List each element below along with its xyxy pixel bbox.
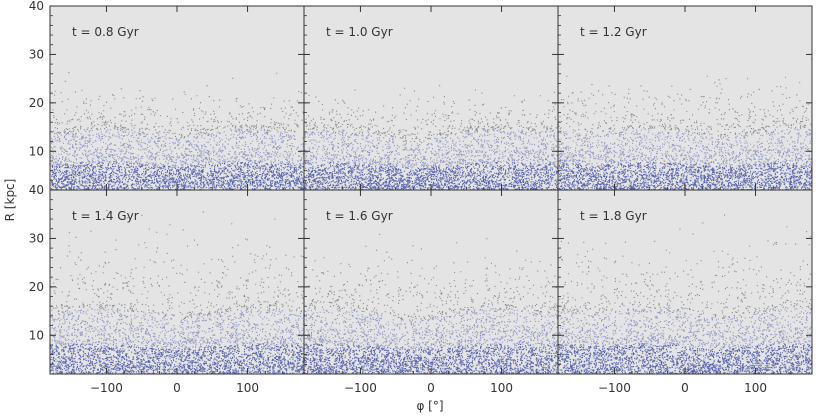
panel-background	[304, 6, 558, 190]
outer-disc-points	[304, 308, 558, 351]
panel-label: t = 1.4 Gyr	[72, 209, 139, 223]
panel-label: t = 1.6 Gyr	[326, 209, 393, 223]
x-tick-label: 100	[744, 381, 767, 395]
panels-grid: t = 0.8 Gyr t = 1.0 Gyr t = 1.2 Gyr t = 1.4…	[49, 5, 813, 375]
particle-points	[304, 85, 558, 190]
x-tick-label: −100	[90, 381, 123, 395]
y-tick-label: 20	[29, 280, 44, 294]
panel-background	[50, 6, 304, 190]
y-tick-label: 40	[29, 183, 44, 197]
outer-disc-points	[558, 129, 812, 168]
x-tick-label: 0	[427, 381, 435, 395]
panel-2: t = 1.0 Gyr	[303, 5, 559, 191]
dense-disc-points	[304, 162, 558, 190]
panel-label: t = 1.0 Gyr	[326, 25, 393, 39]
dense-disc-points	[50, 343, 304, 374]
y-tick-label: 30	[29, 231, 44, 245]
x-tick-label: 100	[236, 381, 259, 395]
panel-6: t = 1.8 Gyr	[557, 189, 813, 375]
halo-points	[305, 85, 558, 143]
dense-disc-points	[558, 343, 812, 374]
y-tick-label: 10	[29, 144, 44, 158]
outer-disc-points	[558, 308, 812, 350]
particle-points	[558, 58, 812, 190]
y-tick-label: 10	[29, 328, 44, 342]
dense-disc-points	[304, 343, 558, 374]
outer-disc-points	[50, 308, 304, 350]
x-axis-label: φ [°]	[416, 399, 443, 413]
x-tick-label: 0	[681, 381, 689, 395]
panel-label: t = 1.8 Gyr	[580, 209, 647, 223]
panel-3: t = 1.2 Gyr	[557, 5, 813, 191]
panel-4: t = 1.4 Gyr	[49, 189, 305, 375]
panel-label: t = 1.2 Gyr	[580, 25, 647, 39]
dense-disc-points	[558, 162, 812, 190]
particle-points	[304, 233, 558, 374]
particle-points	[558, 214, 812, 374]
outer-disc-points	[50, 129, 304, 168]
panel-background	[558, 6, 812, 190]
particle-points	[50, 72, 304, 190]
panel-background	[304, 190, 558, 374]
particle-points	[50, 210, 304, 374]
y-tick-label: 20	[29, 96, 44, 110]
x-tick-label: 0	[173, 381, 181, 395]
axes: 10 20 30 40 10 20 30 40 −100 0 100 −100 0 100 −100 0 100	[29, 0, 767, 395]
x-tick-label: 100	[490, 381, 513, 395]
y-axis-label: R [kpc]	[3, 179, 17, 222]
panel-1: t = 0.8 Gyr	[49, 5, 305, 191]
x-tick-label: −100	[344, 381, 377, 395]
x-tick-label: −100	[598, 381, 631, 395]
panel-background	[558, 190, 812, 374]
panel-5: t = 1.6 Gyr	[303, 189, 559, 375]
dense-disc-points	[50, 162, 304, 190]
panel-background	[50, 190, 304, 374]
y-tick-label: 30	[29, 47, 44, 61]
panel-label: t = 0.8 Gyr	[72, 25, 139, 39]
y-tick-label: 40	[29, 0, 44, 13]
halo-points	[559, 214, 812, 319]
